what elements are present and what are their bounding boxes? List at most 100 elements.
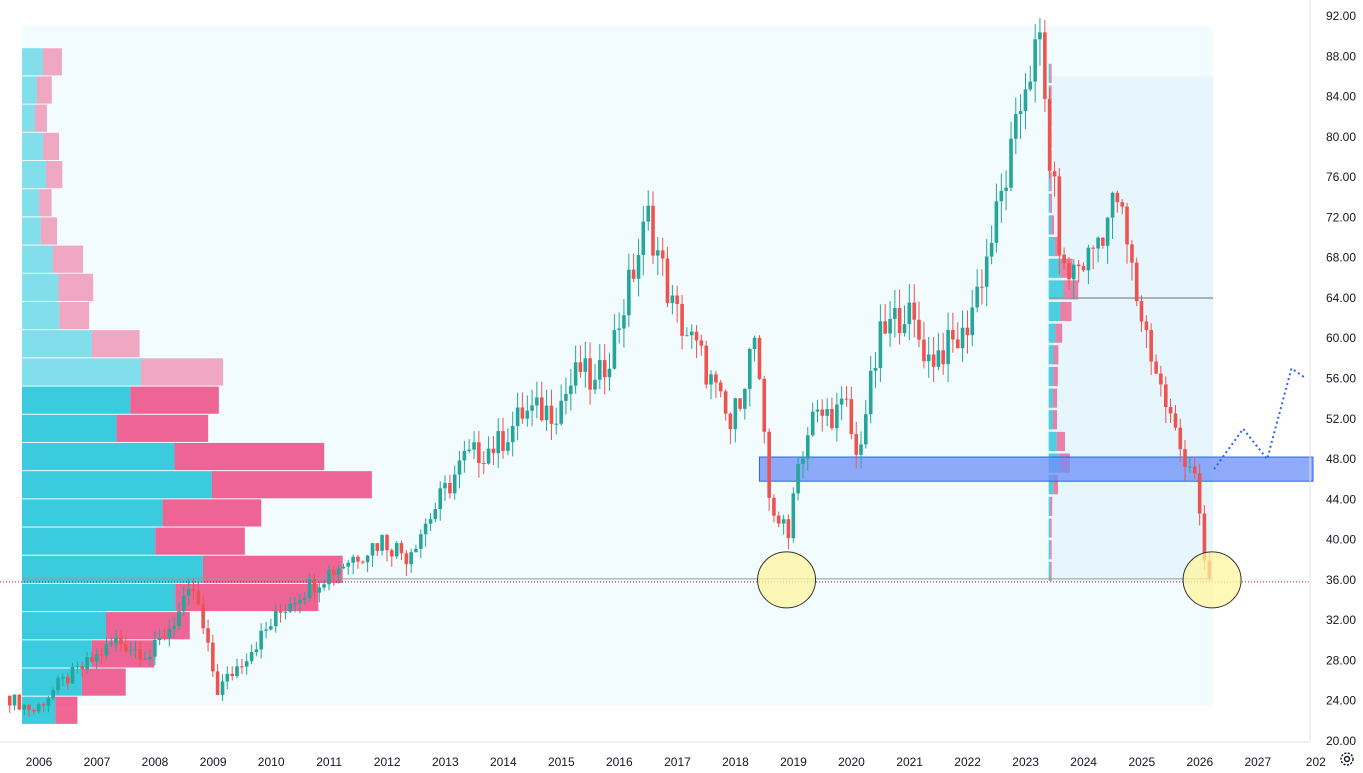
candle xyxy=(133,641,138,659)
volume-bar-up xyxy=(22,442,175,471)
candle xyxy=(1188,456,1192,473)
candle xyxy=(602,344,607,395)
candle xyxy=(1023,72,1028,129)
candle xyxy=(462,440,467,473)
candle xyxy=(201,595,205,635)
candle-body xyxy=(336,568,341,575)
candle-body xyxy=(312,579,317,593)
candle xyxy=(1149,323,1153,376)
candle xyxy=(244,653,249,675)
candle-body xyxy=(172,626,176,629)
range-volume-up xyxy=(1048,561,1051,581)
candle xyxy=(264,621,268,639)
candle xyxy=(515,392,520,441)
candle xyxy=(138,641,143,667)
candle xyxy=(1134,257,1139,307)
candle xyxy=(646,190,651,231)
candle xyxy=(351,554,355,575)
candle xyxy=(801,451,805,479)
candle-body xyxy=(704,345,709,385)
candle-body xyxy=(273,611,278,627)
range-volume-up xyxy=(1048,172,1051,192)
candle-body xyxy=(36,704,41,712)
candle-body xyxy=(960,327,965,349)
x-tick-label: 2011 xyxy=(316,755,342,769)
support-zone[interactable] xyxy=(758,456,1314,482)
candle-body xyxy=(457,460,462,475)
candle xyxy=(1071,259,1076,300)
range-volume-down xyxy=(1063,280,1079,300)
candle-body xyxy=(733,398,738,430)
candle-body xyxy=(1033,39,1037,82)
candle-body xyxy=(119,637,123,644)
candle-body xyxy=(230,673,235,677)
candle-body xyxy=(685,335,689,337)
candle-body xyxy=(264,629,268,631)
volume-bar-down xyxy=(46,161,63,189)
candle-body xyxy=(109,643,114,645)
candle-body xyxy=(694,331,699,341)
x-tick-label: 2019 xyxy=(780,755,807,769)
y-tick-label: 84.00 xyxy=(1326,90,1356,104)
candle xyxy=(17,693,22,711)
candle-body xyxy=(1120,202,1125,207)
candle-body xyxy=(762,378,767,432)
volume-bar-up xyxy=(22,217,41,245)
candle-body xyxy=(452,474,457,494)
candle-body xyxy=(32,709,36,712)
candle xyxy=(433,502,438,523)
candle-body xyxy=(752,337,757,349)
y-tick-label: 88.00 xyxy=(1326,49,1356,63)
candle-body xyxy=(815,409,820,412)
candle-body xyxy=(191,589,196,591)
candle-body xyxy=(206,628,210,643)
candle xyxy=(578,345,583,378)
settings-gear-icon[interactable] xyxy=(1338,750,1356,768)
candle-body xyxy=(839,398,844,405)
candle xyxy=(544,389,549,431)
candle xyxy=(922,321,926,369)
candle-body xyxy=(980,286,984,288)
y-tick-label: 48.00 xyxy=(1326,452,1356,466)
candle-body xyxy=(757,337,762,379)
candle xyxy=(965,310,970,354)
candle-body xyxy=(781,519,786,524)
candle-body xyxy=(835,404,839,429)
candle-body xyxy=(622,315,626,329)
candle-body xyxy=(404,553,409,565)
candle xyxy=(781,514,786,535)
candle-body xyxy=(249,651,254,662)
candle-body xyxy=(1105,217,1110,246)
candle-body xyxy=(926,354,931,362)
x-tick-label: 2026 xyxy=(1186,755,1213,769)
candle xyxy=(288,597,293,613)
candle-body xyxy=(409,552,413,565)
range-volume-up xyxy=(1048,237,1055,257)
candle xyxy=(999,173,1004,223)
candle xyxy=(452,465,457,500)
candle-body xyxy=(651,205,655,256)
highlight-circles[interactable] xyxy=(757,551,1242,609)
range-volume-up xyxy=(1048,301,1061,322)
candle-body xyxy=(80,666,85,669)
candle-body xyxy=(346,562,351,567)
candle xyxy=(94,648,99,669)
candle xyxy=(162,628,167,641)
candle-body xyxy=(162,637,167,639)
volume-bar-down xyxy=(155,527,245,555)
volume-bar-down xyxy=(43,132,60,160)
candle-body xyxy=(912,302,917,320)
candle xyxy=(680,295,684,350)
candle-body xyxy=(433,509,438,520)
candle xyxy=(356,554,360,569)
candle-body xyxy=(1159,373,1163,385)
volume-bar-down xyxy=(92,330,140,358)
candle xyxy=(399,540,404,561)
x-axis-ticks: 2006 2007 2008 2009 2010 2011 2012 2013 2014 2015… xyxy=(26,755,1326,769)
candle xyxy=(714,370,718,398)
volume-profile-left xyxy=(22,48,372,724)
candle-body xyxy=(167,628,172,639)
x-tick-label: 2024 xyxy=(1070,755,1097,769)
candle xyxy=(186,578,191,606)
